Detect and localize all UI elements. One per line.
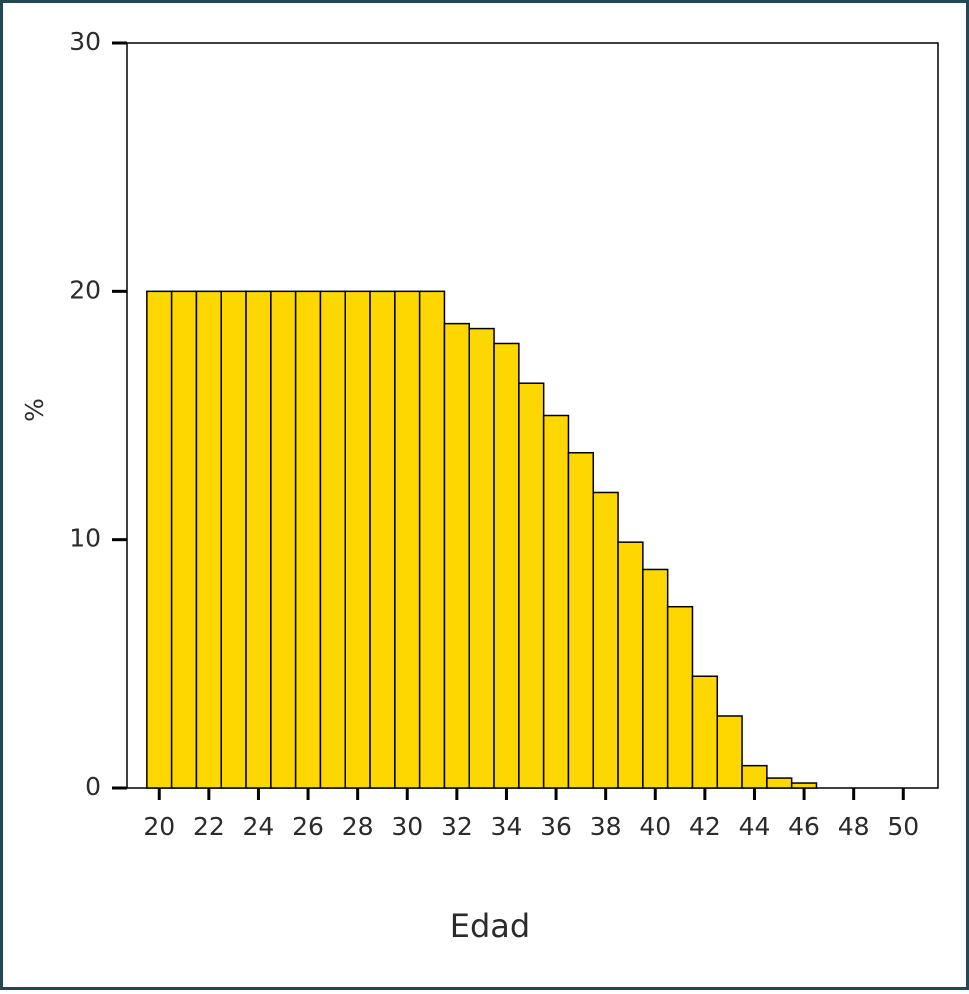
bar [319,290,347,789]
bar [468,327,495,789]
x-tick-label: 50 [887,812,919,841]
bar [344,290,371,789]
bar [716,715,743,789]
bar [741,764,768,789]
bar [294,290,322,789]
bar [666,605,694,789]
bar [245,290,272,789]
x-tick-label: 36 [540,812,572,841]
x-axis-label: Edad [450,907,530,945]
x-tick-label: 22 [193,812,225,841]
x-tick-label: 48 [838,812,870,841]
bar [220,290,247,789]
x-tick-label: 46 [788,812,820,841]
y-tick-label: 10 [69,524,101,553]
bar [592,491,619,789]
x-tick-label: 38 [590,812,622,841]
y-tick-label: 30 [69,27,101,56]
x-tick-label: 40 [639,812,671,841]
bar [493,342,520,789]
bar [542,414,570,789]
bar [790,782,818,789]
bar [170,290,198,789]
x-tick-label: 32 [441,812,473,841]
bar [146,290,173,789]
bar [195,290,222,789]
bar [518,382,545,789]
y-tick-label: 0 [85,772,101,801]
bar [642,568,669,789]
bar [270,290,297,789]
y-tick-label: 20 [69,275,101,304]
x-tick-label: 20 [143,812,175,841]
bar [369,290,396,789]
x-tick-label: 44 [739,812,771,841]
x-tick-label: 24 [243,812,275,841]
x-tick-label: 42 [689,812,721,841]
bar [443,322,471,789]
bar [418,290,446,789]
x-tick-label: 28 [342,812,374,841]
bar [567,452,595,789]
bar [766,777,793,789]
x-tick-label: 34 [491,812,523,841]
x-tick-label: 30 [391,812,423,841]
bar [394,290,421,789]
x-tick-label: 26 [292,812,324,841]
y-axis-label: % [20,398,49,422]
bar [617,541,644,789]
bar [691,675,719,789]
